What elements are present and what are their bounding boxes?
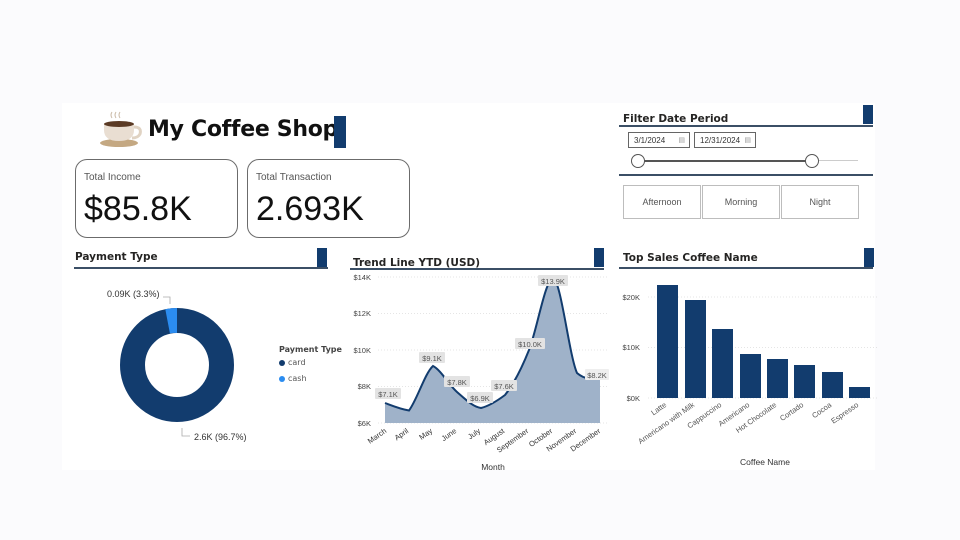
- top-sales-bar-chart[interactable]: $20K $10K $0K Latte Americano with Milk …: [615, 270, 880, 475]
- data-label: $13.9K: [541, 277, 565, 286]
- x-tick: Espresso: [829, 400, 860, 425]
- trend-line: [384, 276, 601, 412]
- kpi-label: Total Income: [84, 172, 141, 183]
- morning-button[interactable]: Morning: [702, 185, 780, 219]
- start-date-input[interactable]: 3/1/2024 ▤: [628, 132, 690, 148]
- end-date-value: 12/31/2024: [700, 136, 741, 145]
- payment-donut-chart[interactable]: [90, 280, 290, 450]
- bar-cocoa[interactable]: [822, 372, 843, 398]
- x-axis-label: Month: [481, 462, 505, 472]
- date-slider-end-handle[interactable]: [805, 154, 819, 168]
- trend-divider: [350, 268, 604, 270]
- calendar-icon[interactable]: ▤: [744, 137, 751, 144]
- trend-area-chart[interactable]: $14K $12K $10K $8K $6K $7.1K $9.1K $7.8K…: [345, 270, 610, 475]
- x-tick: Cortado: [778, 400, 805, 423]
- bar-espresso[interactable]: [849, 387, 870, 398]
- coffee-cup-icon: [100, 111, 142, 147]
- bar-americano-with-milk[interactable]: [685, 300, 706, 398]
- legend-dot-card-icon: [279, 359, 285, 366]
- page-header: My Coffee Shop: [98, 110, 338, 148]
- trend-area: [385, 278, 600, 423]
- date-slider-start-handle[interactable]: [631, 154, 645, 168]
- top-sales-accent-bar: [864, 248, 874, 267]
- trend-accent-bar: [594, 248, 604, 267]
- data-label: $7.6K: [494, 382, 514, 391]
- filter-divider: [619, 125, 873, 127]
- start-date-value: 3/1/2024: [634, 136, 666, 145]
- y-tick: $12K: [353, 309, 371, 318]
- legend-item-cash[interactable]: cash: [279, 374, 307, 383]
- top-sales-divider: [619, 267, 873, 269]
- data-label: $7.8K: [447, 378, 467, 387]
- x-tick: May: [417, 426, 434, 442]
- card-data-label: 2.6K (96.7%): [194, 432, 247, 442]
- kpi-value: 2.693K: [256, 190, 364, 228]
- bar-latte[interactable]: [657, 285, 678, 398]
- cash-data-label: 0.09K (3.3%): [107, 289, 160, 299]
- bar-cappuccino[interactable]: [712, 329, 733, 398]
- legend-dot-cash-icon: [279, 375, 285, 382]
- x-axis-label: Coffee Name: [740, 457, 790, 467]
- legend-label: cash: [288, 374, 307, 383]
- legend-item-card[interactable]: card: [279, 358, 306, 367]
- kpi-card-total-income: Total Income $85.8K: [75, 159, 238, 238]
- y-tick: $6K: [358, 419, 371, 428]
- card-slice[interactable]: [120, 308, 234, 422]
- legend-label: card: [288, 358, 306, 367]
- payment-title: Payment Type: [75, 251, 158, 263]
- y-tick: $20K: [622, 293, 640, 302]
- filter-title: Filter Date Period: [623, 113, 729, 125]
- data-label: $6.9K: [470, 394, 490, 403]
- payment-divider: [74, 267, 328, 269]
- title-accent-bar: [334, 116, 346, 148]
- data-label: $7.1K: [378, 390, 398, 399]
- filter-divider-bottom: [619, 174, 873, 176]
- payment-accent-bar: [317, 248, 327, 267]
- x-tick: July: [466, 426, 482, 441]
- data-label: $8.2K: [587, 371, 607, 380]
- x-tick: April: [393, 426, 411, 442]
- afternoon-button[interactable]: Afternoon: [623, 185, 701, 219]
- cash-slice[interactable]: [165, 307, 177, 334]
- kpi-card-total-transaction: Total Transaction 2.693K: [247, 159, 410, 238]
- kpi-value: $85.8K: [84, 190, 192, 228]
- date-slider-track[interactable]: [638, 160, 812, 162]
- top-sales-title: Top Sales Coffee Name: [623, 252, 758, 264]
- bar-hot-chocolate[interactable]: [767, 359, 788, 398]
- y-tick: $10K: [353, 346, 371, 355]
- kpi-label: Total Transaction: [256, 172, 332, 183]
- x-tick: Latte: [649, 400, 668, 417]
- filter-accent-bar: [863, 105, 873, 124]
- y-tick: $14K: [353, 273, 371, 282]
- payment-legend-title: Payment Type: [279, 345, 342, 354]
- calendar-icon[interactable]: ▤: [678, 137, 685, 144]
- y-tick: $10K: [622, 343, 640, 352]
- bar-cortado[interactable]: [794, 365, 815, 398]
- x-tick: June: [440, 426, 458, 443]
- end-date-input[interactable]: 12/31/2024 ▤: [694, 132, 756, 148]
- bar-americano[interactable]: [740, 354, 761, 398]
- data-label: $10.0K: [518, 340, 542, 349]
- night-button[interactable]: Night: [781, 185, 859, 219]
- date-slider-rest: [812, 160, 858, 161]
- x-tick: March: [366, 426, 388, 445]
- page-title: My Coffee Shop: [148, 116, 338, 142]
- data-label: $9.1K: [422, 354, 442, 363]
- trend-title: Trend Line YTD (USD): [353, 257, 481, 269]
- y-tick: $8K: [358, 382, 371, 391]
- y-tick: $0K: [627, 394, 640, 403]
